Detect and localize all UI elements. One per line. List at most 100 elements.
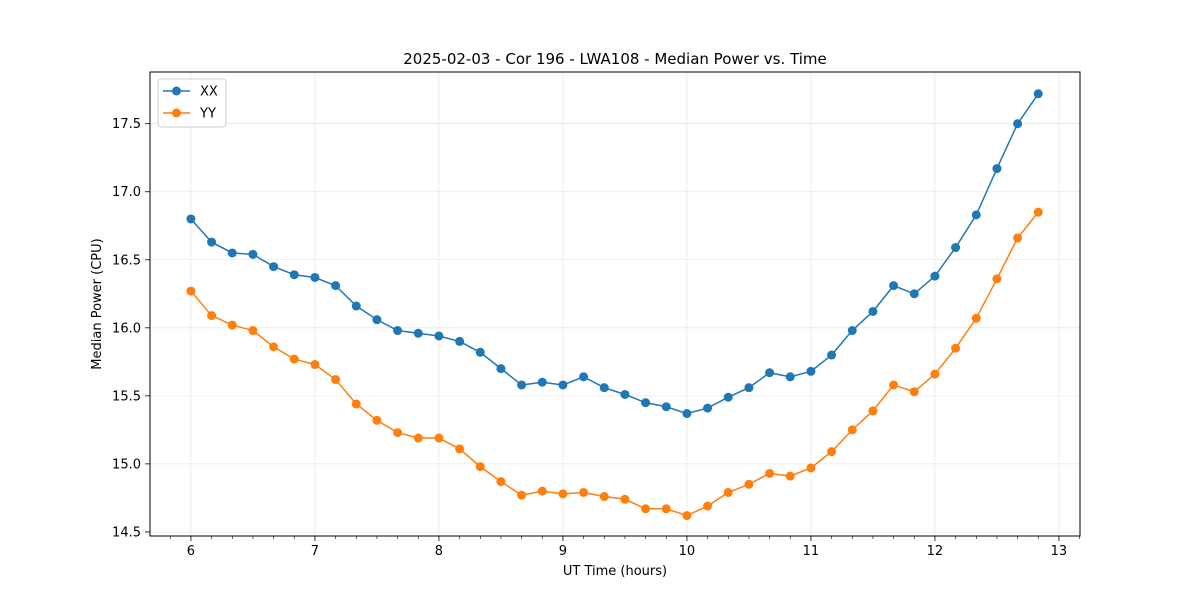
series-xx-point: [434, 331, 444, 341]
series-yy-point: [744, 479, 754, 489]
x-tick-label: 8: [435, 544, 443, 559]
series-xx-point: [289, 270, 299, 280]
series-xx-point: [186, 214, 196, 224]
x-tick-label: 12: [927, 544, 944, 559]
series-xx-point: [496, 364, 506, 374]
series-xx-point: [889, 281, 899, 291]
grid: [150, 72, 1080, 536]
series-xx-point: [827, 350, 837, 360]
y-tick-label: 14.5: [112, 525, 141, 540]
series-yy: [186, 207, 1043, 521]
y-tick-label: 17.0: [112, 185, 141, 200]
series-xx-point: [661, 402, 671, 412]
legend-yy-label: YY: [199, 107, 216, 122]
series-xx-point: [1013, 119, 1023, 129]
series-xx-point: [351, 301, 361, 311]
series-xx: [186, 89, 1043, 419]
series-yy-point: [909, 387, 919, 397]
series-xx-point: [1033, 89, 1043, 99]
series-yy-point: [310, 360, 320, 370]
legend-xx-marker: [172, 86, 181, 96]
legend-yy-marker: [172, 108, 181, 118]
series-xx-point: [806, 366, 816, 376]
y-tick-label: 16.5: [112, 253, 141, 268]
series-yy-point: [372, 415, 382, 425]
series-yy-point: [723, 487, 733, 497]
series-xx-point: [785, 372, 795, 382]
series-xx-point: [992, 164, 1002, 174]
series-yy-point: [1013, 233, 1023, 243]
series-xx-point: [930, 271, 940, 281]
series-yy-point: [558, 489, 568, 499]
legend-xx-label: XX: [200, 85, 218, 100]
series-xx-point: [248, 249, 258, 259]
series-yy-point: [537, 486, 547, 496]
series-yy-point: [455, 444, 465, 454]
x-tick-label: 13: [1051, 544, 1068, 559]
series-xx-point: [372, 315, 382, 325]
series-yy-point: [889, 380, 899, 390]
x-axis-label: UT Time (hours): [563, 564, 667, 579]
series-xx-point: [455, 336, 465, 346]
series-xx-point: [703, 403, 713, 413]
series-xx-point: [475, 347, 485, 357]
y-axis-label: Median Power (CPU): [90, 238, 105, 369]
series-xx-point: [599, 383, 609, 393]
series-yy-point: [475, 462, 485, 472]
x-tick-label: 7: [311, 544, 319, 559]
series-xx-point: [744, 383, 754, 393]
y-tick-label: 15.0: [112, 457, 141, 472]
series-yy-point: [682, 511, 692, 521]
y-tick-label: 16.0: [112, 321, 141, 336]
series-yy-point: [971, 313, 981, 323]
series-yy-point: [289, 354, 299, 364]
series-yy-point: [269, 342, 279, 352]
x-tick-label: 6: [187, 544, 195, 559]
series-yy-point: [517, 490, 527, 500]
series-yy-point: [951, 343, 961, 353]
series-yy-point: [868, 406, 878, 416]
legend: XX YY: [157, 78, 227, 128]
y-tick-label: 15.5: [112, 389, 141, 404]
x-tick-label: 9: [559, 544, 567, 559]
x-tick-label: 10: [679, 544, 696, 559]
series-xx-point: [909, 289, 919, 299]
series-xx-point: [227, 248, 237, 258]
series-yy-point: [599, 492, 609, 502]
series-yy-point: [186, 286, 196, 296]
series-xx-point: [558, 380, 568, 390]
series-xx-point: [517, 380, 527, 390]
series-xx-point: [951, 243, 961, 253]
series-yy-point: [393, 428, 403, 438]
series-xx-point: [393, 326, 403, 336]
plot-series: [186, 89, 1043, 521]
series-yy-point: [785, 471, 795, 481]
series-xx-point: [537, 377, 547, 387]
plot-frame: [149, 71, 1081, 537]
series-xx-point: [413, 328, 423, 338]
series-yy-point: [992, 274, 1002, 284]
series-yy-point: [620, 494, 630, 504]
series-yy-point: [331, 375, 341, 385]
series-yy-point: [847, 425, 857, 435]
series-xx-point: [682, 409, 692, 419]
series-yy-point: [703, 501, 713, 511]
series-xx-point: [641, 398, 651, 408]
series-xx-point: [269, 262, 279, 272]
series-yy-point: [207, 311, 217, 321]
chart-title: 2025-02-03 - Cor 196 - LWA108 - Median P…: [403, 50, 827, 68]
series-xx-point: [331, 281, 341, 291]
series-yy-point: [248, 326, 258, 336]
series-yy-point: [930, 369, 940, 379]
series-yy-point: [227, 320, 237, 330]
series-yy-point: [661, 504, 671, 514]
series-xx-point: [310, 272, 320, 282]
series-xx-point: [723, 392, 733, 402]
series-yy-point: [806, 463, 816, 473]
series-xx-point: [971, 210, 981, 220]
series-yy-point: [579, 487, 589, 497]
series-xx-point: [847, 326, 857, 336]
series-yy-point: [351, 399, 361, 409]
series-xx-point: [620, 389, 630, 399]
